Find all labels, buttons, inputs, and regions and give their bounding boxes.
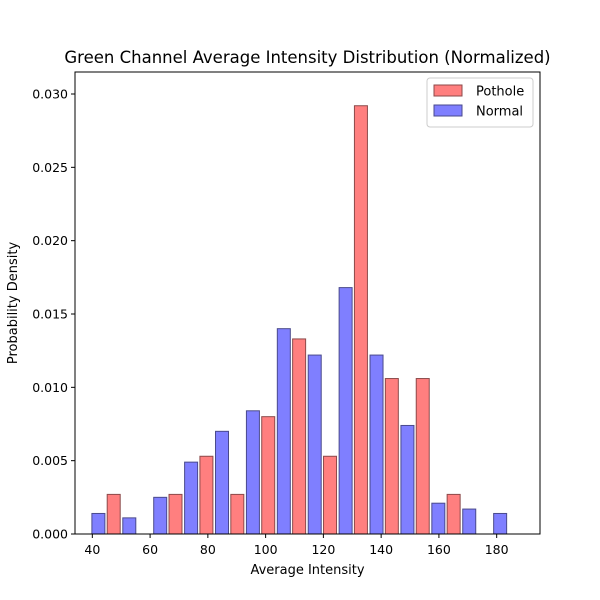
- bar-pothole-4: [261, 416, 276, 535]
- plot-frame: [74, 71, 541, 535]
- y-axis: 0.000 0.005 0.010 0.015 0.020 0.025 0.030: [32, 87, 75, 542]
- x-tick-label: 60: [142, 542, 158, 557]
- bar-normal-13: [493, 512, 508, 535]
- x-tick-label: 80: [200, 542, 216, 557]
- bar-normal-0: [91, 512, 106, 535]
- x-tick-label: 140: [369, 542, 393, 557]
- bar-pothole-1: [168, 493, 183, 535]
- x-tick-label: 160: [427, 542, 451, 557]
- x-tick-label: 100: [254, 542, 278, 557]
- bar-pothole-8: [384, 378, 399, 535]
- bar-normal-9: [369, 354, 384, 535]
- bar-normal-10: [400, 424, 415, 535]
- legend-swatch-pothole: [433, 84, 463, 97]
- bar-normal-11: [431, 502, 446, 535]
- bar-normal-8: [338, 287, 353, 535]
- legend: Pothole Normal: [426, 77, 534, 128]
- bar-pothole-7: [353, 105, 368, 535]
- bar-normal-4: [215, 430, 230, 535]
- bar-normal-7: [307, 354, 322, 535]
- y-tick-label: 0.005: [32, 453, 68, 468]
- y-tick-label: 0.015: [32, 307, 68, 322]
- bar-pothole-5: [292, 338, 307, 535]
- y-axis-label: Probability Density: [6, 242, 21, 365]
- bar-normal-2: [153, 496, 168, 535]
- bar-normal-3: [184, 461, 199, 535]
- y-tick-label: 0.010: [32, 380, 68, 395]
- legend-swatch-normal: [433, 104, 463, 117]
- bar-pothole-2: [199, 455, 214, 535]
- bar-pothole-9: [415, 378, 430, 535]
- y-tick-label: 0.025: [32, 160, 68, 175]
- bar-normal-1: [122, 517, 137, 535]
- bars-layer: [91, 105, 508, 535]
- bar-pothole-6: [323, 455, 338, 535]
- legend-label-normal: Normal: [476, 105, 523, 120]
- x-tick-label: 120: [311, 542, 335, 557]
- bar-pothole-0: [106, 493, 121, 535]
- bar-normal-5: [245, 410, 260, 535]
- x-axis-label: Average Intensity: [250, 563, 364, 578]
- legend-label-pothole: Pothole: [476, 85, 524, 100]
- chart-title: Green Channel Average Intensity Distribu…: [64, 48, 550, 67]
- y-tick-label: 0.000: [32, 527, 68, 542]
- x-tick-label: 180: [485, 542, 509, 557]
- bar-pothole-10: [446, 493, 461, 535]
- x-tick-label: 40: [84, 542, 100, 557]
- x-axis: 40 60 80 100 120 140 160 180: [84, 534, 509, 557]
- bar-pothole-3: [230, 493, 245, 535]
- bar-normal-12: [462, 508, 477, 535]
- y-tick-label: 0.020: [32, 233, 68, 248]
- y-tick-label: 0.030: [32, 87, 68, 102]
- bar-normal-6: [276, 328, 291, 535]
